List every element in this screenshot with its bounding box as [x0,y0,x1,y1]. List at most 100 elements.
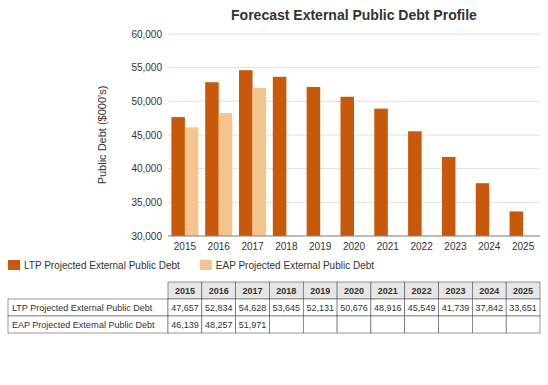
table-cell [405,316,439,333]
table-row-label: LTP Projected External Public Debt [12,303,153,313]
table-value: 46,139 [171,320,199,330]
table-cell [337,299,371,316]
table-header: 2020 [344,286,364,296]
x-tick-label: 2020 [343,241,366,252]
table-cell [303,316,337,333]
table-header: 2018 [276,286,296,296]
data-table: 2015 2016 2017 2018 2019 2020 2021 2022 2023 2024… [8,282,540,333]
table-cell [202,282,236,299]
bar [510,211,524,236]
table-value: 41,739 [442,303,470,313]
table-header: 2016 [209,286,229,296]
title: Forecast External Public Debt Profile [231,7,477,23]
table-value: 54,628 [239,303,267,313]
table-cell [236,299,270,316]
x-tick-label: 2024 [478,241,501,252]
bar [273,77,287,236]
bar [185,127,199,236]
table-cell [337,316,371,333]
x-tick-label: 2015 [174,241,197,252]
table-cell [202,299,236,316]
table-value: 53,645 [273,303,301,313]
bar [219,113,233,236]
table-cell [506,299,540,316]
bar [239,70,253,236]
x-tick-label: 2018 [275,241,298,252]
legend-swatch [8,260,20,270]
y-axis: 30,000 35,000 40,000 45,000 50,000 55,000 60,0… [131,29,540,242]
bar [253,88,267,236]
table-cell [371,299,405,316]
table-header: 2025 [513,286,533,296]
y-tick-label: 45,000 [131,130,162,141]
table-header: 2015 [175,286,195,296]
table-header: 2023 [445,286,465,296]
legend-label: LTP Projected External Public Debt [24,260,180,271]
legend: LTP Projected External Public Debt EAP Pr… [8,260,374,271]
y-tick-label: 35,000 [131,197,162,208]
table-value: 45,549 [408,303,436,313]
legend-label: EAP Projected External Public Debt [216,260,374,271]
table-cell [168,282,202,299]
table-cell [269,282,303,299]
y-tick-label: 50,000 [131,96,162,107]
table-value: 50,676 [340,303,368,313]
table-cell [168,316,202,333]
table-cell [236,316,270,333]
table-header: 2024 [479,286,499,296]
table-cell [405,282,439,299]
table-header: 2022 [412,286,432,296]
bars [171,70,523,236]
table-cell [506,282,540,299]
y-tick-label: 55,000 [131,62,162,73]
table-value: 52,131 [306,303,334,313]
table-cell [303,299,337,316]
grid-line [168,236,540,237]
table-cell [168,299,202,316]
table-cell [439,316,473,333]
x-tick-label: 2017 [241,241,264,252]
x-tick-label: 2022 [411,241,434,252]
table-cell [269,299,303,316]
table-value: 33,651 [509,303,537,313]
bar [340,97,354,236]
table-value: 52,834 [205,303,233,313]
table-cell [472,299,506,316]
bar [442,157,456,236]
table-header: 2021 [378,286,398,296]
y-tick-label: 60,000 [131,29,162,40]
x-axis: 2015201620172018201920202021202220232024… [168,236,540,252]
grid-line [168,67,540,68]
legend-item: EAP Projected External Public Debt [200,260,374,271]
table-header: 2017 [243,286,263,296]
table-cell [8,316,168,333]
table-cell [371,316,405,333]
bar [205,82,219,236]
table-value: 37,842 [476,303,504,313]
bar [171,117,185,236]
table-row-label: EAP Projected External Public Debt [12,320,155,330]
table-value: 47,657 [171,303,199,313]
table-cell [472,316,506,333]
table-cell [506,316,540,333]
table-header: 2019 [310,286,330,296]
x-tick-label: 2016 [208,241,231,252]
y-tick-label: 30,000 [131,231,162,242]
x-axis-line [168,236,540,237]
bar [307,87,321,236]
table-cell [371,282,405,299]
bar [476,183,490,236]
legend-swatch [200,260,212,270]
table-cell [439,282,473,299]
bar [374,109,388,236]
table-cell [303,282,337,299]
y-tick-label: 40,000 [131,163,162,174]
legend-item: LTP Projected External Public Debt [8,260,180,271]
table-cell [439,299,473,316]
grid-line [168,34,540,35]
table-cell [472,282,506,299]
table-cell [269,316,303,333]
bar [408,131,422,236]
chart: Forecast External Public Debt Profile 30,… [0,0,548,385]
x-tick-label: 2021 [377,241,400,252]
